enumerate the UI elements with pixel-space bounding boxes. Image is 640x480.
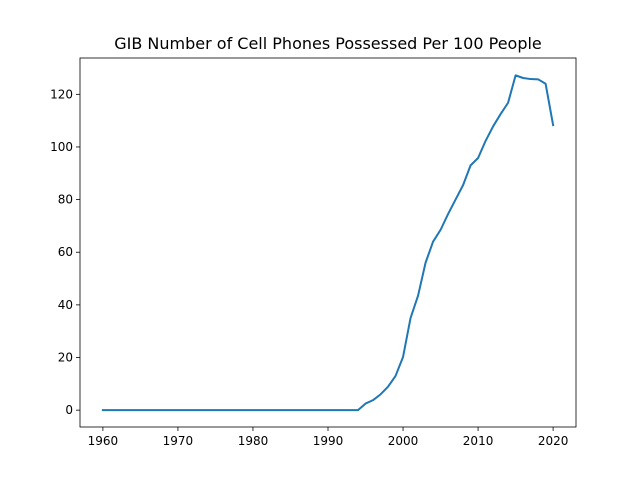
x-tick-label: 2010 (463, 434, 494, 448)
axes-frame (79, 57, 577, 428)
y-tick-label: 80 (58, 193, 73, 207)
y-tick-label: 40 (58, 298, 73, 312)
x-tick-label: 1960 (88, 434, 119, 448)
x-tick-label: 1990 (313, 434, 344, 448)
y-tick-label: 60 (58, 245, 73, 259)
y-tick-label: 100 (50, 140, 73, 154)
x-tick-label: 1970 (163, 434, 194, 448)
x-tick-label: 1980 (238, 434, 269, 448)
x-tick-label: 2020 (538, 434, 569, 448)
x-tick-label: 2000 (388, 434, 419, 448)
y-tick-label: 120 (50, 87, 73, 101)
y-tick-label: 0 (65, 403, 73, 417)
y-tick-label: 20 (58, 351, 73, 365)
chart-title: GIB Number of Cell Phones Possessed Per … (114, 34, 542, 53)
plot-area: 1960 1970 1980 1990 2000 2010 2020 0 20 40 60 80 100… (50, 74, 569, 448)
series-line (101, 74, 555, 412)
